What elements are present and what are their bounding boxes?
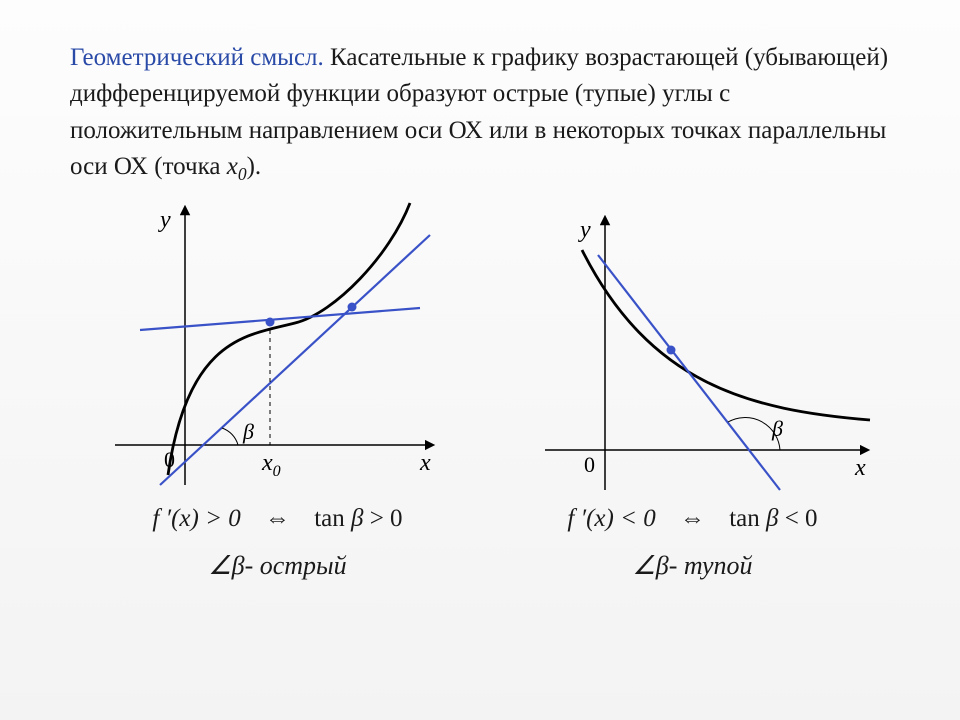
zero-label: 0 [164, 447, 175, 472]
heading-text: Геометрический смысл. Касательные к граф… [70, 40, 900, 187]
iff-left: ⇔ [247, 505, 308, 532]
iff-right: ⇔ [662, 505, 723, 532]
math-row: f ′(x) > 0 ⇔ tan β > 0 f ′(x) < 0 ⇔ tan … [70, 505, 900, 533]
beta-label: β [771, 416, 783, 441]
x0-label: x0 [261, 450, 281, 480]
angle-row: ∠β- острый ∠β- тупой [70, 551, 900, 581]
x-label: x [419, 450, 431, 476]
diagram-right-svg: 0 x y β [520, 195, 880, 495]
point [667, 346, 676, 355]
curve [168, 203, 410, 475]
diagrams-row: 0 x y x0 β 0 x [70, 195, 900, 495]
math-right: f ′(x) < 0 ⇔ tan β < 0 [485, 505, 900, 533]
heading-x0-sub: 0 [238, 164, 247, 184]
angle-left: ∠β- острый [70, 551, 485, 581]
math-left: f ′(x) > 0 ⇔ tan β > 0 [70, 505, 485, 533]
diagram-left: 0 x y x0 β [90, 195, 450, 495]
math-right-tan: tan β < 0 [729, 505, 817, 532]
diagram-right: 0 x y β [520, 195, 880, 495]
x-label: x [854, 455, 866, 481]
point-flat [266, 318, 275, 327]
heading-x0: x [227, 153, 238, 180]
math-left-tan: tan β > 0 [314, 505, 402, 532]
angle-arc [222, 428, 238, 445]
heading-lead: Геометрический смысл. [70, 44, 324, 71]
zero-label: 0 [584, 452, 595, 477]
angle-right: ∠β- тупой [485, 551, 900, 581]
diagram-left-svg: 0 x y x0 β [90, 195, 450, 495]
tangent [598, 255, 780, 490]
heading-end: ). [247, 153, 262, 180]
y-label: y [158, 207, 171, 233]
curve [582, 250, 870, 420]
tangent-steep [160, 235, 430, 485]
point-steep [348, 303, 357, 312]
math-left-f: f ′(x) > 0 [152, 505, 240, 532]
y-label: y [578, 217, 591, 243]
math-right-f: f ′(x) < 0 [567, 505, 655, 532]
beta-label: β [242, 419, 254, 444]
